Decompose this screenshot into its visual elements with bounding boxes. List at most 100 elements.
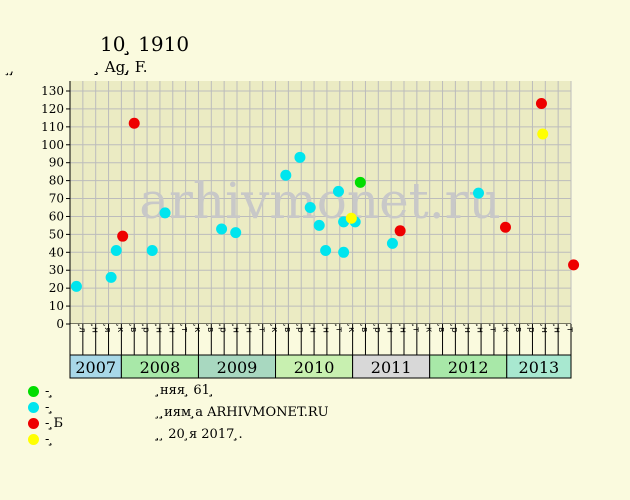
month-label: ̧̧т bbox=[179, 323, 189, 332]
data-point-red bbox=[128, 117, 140, 129]
year-label: 2013 bbox=[519, 358, 560, 377]
data-point-cyan bbox=[338, 246, 350, 258]
month-label: ̧̧н bbox=[462, 323, 472, 333]
month-label: ̧̧к bbox=[115, 323, 125, 333]
month-label: ̧̧в bbox=[513, 323, 523, 332]
month-label: ̧̧р bbox=[526, 323, 536, 333]
data-point-yellow bbox=[537, 128, 549, 140]
month-label: ̧̧р bbox=[218, 323, 228, 333]
month-label: ̧̧в bbox=[359, 323, 369, 332]
y-tick-label: 70 bbox=[49, 192, 64, 206]
legend-swatch-yellow bbox=[28, 433, 39, 445]
info-date: ̧̧̧ ̧ 20 ̧я 2017 ̧̧. bbox=[160, 427, 243, 442]
legend-label: - ̧̧̧̧̧Б bbox=[45, 415, 64, 431]
month-row bbox=[70, 324, 571, 355]
chart-subtitle: ̧̧̧ Ag,̧̧̧ F. bbox=[100, 58, 148, 76]
month-label: ̧̧к bbox=[423, 323, 433, 333]
month-label: ̧̧т bbox=[256, 323, 266, 332]
y-tick-label: 80 bbox=[49, 174, 64, 188]
month-label: ̧̧т bbox=[565, 323, 575, 332]
data-point-red bbox=[568, 259, 580, 271]
y-tick-label: 30 bbox=[49, 263, 64, 277]
month-label: ̧̧в bbox=[282, 323, 292, 332]
legend-label: - ̧̧̧ bbox=[45, 399, 54, 415]
month-label: ̧̧н bbox=[308, 323, 318, 333]
data-point-cyan bbox=[386, 237, 398, 249]
info-source: ̧ ̧̧̧̧иям ̧̧а ARHIVMONET.RU bbox=[160, 405, 329, 420]
y-tick-label: 130 bbox=[41, 84, 64, 98]
y-tick-label: 0 bbox=[56, 317, 64, 331]
month-label: ̧̧л bbox=[76, 323, 86, 333]
data-point-green bbox=[354, 176, 366, 188]
y-tick-label: 100 bbox=[41, 138, 64, 152]
year-label: 2009 bbox=[217, 358, 258, 377]
data-point-cyan bbox=[159, 207, 171, 219]
month-label: ̧̧н bbox=[552, 323, 562, 333]
month-label: ̧̧н bbox=[243, 323, 253, 333]
legend-item-green: - ̧̧̧ bbox=[28, 383, 54, 399]
data-point-red bbox=[499, 221, 511, 233]
data-point-cyan bbox=[110, 245, 122, 257]
month-label: ̧̧р bbox=[449, 323, 459, 333]
month-label: ̧̧т bbox=[488, 323, 498, 332]
data-point-cyan bbox=[332, 185, 344, 197]
year-label: 2008 bbox=[140, 358, 181, 377]
data-point-red bbox=[394, 225, 406, 237]
data-point-cyan bbox=[280, 169, 292, 181]
month-label: ̧̧р bbox=[372, 323, 382, 333]
y-tick-label: 10 bbox=[49, 299, 64, 313]
year-band bbox=[506, 354, 572, 379]
data-point-red bbox=[535, 98, 547, 110]
legend-swatch-green bbox=[28, 385, 39, 397]
y-axis-unit: ̧̧,̧̧ bbox=[10, 62, 14, 76]
month-label: ̧̧в bbox=[436, 323, 446, 332]
year-label: 2007 bbox=[75, 358, 116, 377]
plot-area bbox=[70, 81, 571, 324]
month-label: ̧̧н bbox=[475, 323, 485, 333]
month-label: ̧̧н bbox=[385, 323, 395, 333]
legend-label: - ̧̧̧ bbox=[45, 383, 54, 399]
y-tick-label: 40 bbox=[49, 245, 64, 259]
chart-title: 10 ̧̧̧ 1910 bbox=[100, 32, 190, 56]
y-tick-label: 50 bbox=[49, 227, 64, 241]
month-label: ̧̧н bbox=[539, 323, 549, 333]
month-label: ̧̧в bbox=[128, 323, 138, 332]
month-label: ̧̧р bbox=[295, 323, 305, 333]
month-label: ̧̧к bbox=[192, 323, 202, 333]
data-point-cyan bbox=[216, 223, 228, 235]
data-point-cyan bbox=[105, 271, 117, 283]
y-tick-label: 110 bbox=[41, 120, 64, 134]
month-label: ̧̧в bbox=[205, 323, 215, 332]
y-tick-label: 60 bbox=[49, 209, 64, 223]
month-label: ̧̧н bbox=[231, 323, 241, 333]
legend-item-yellow: - ̧̧ bbox=[28, 431, 54, 447]
legend-item-cyan: - ̧̧̧ bbox=[28, 399, 54, 415]
data-point-cyan bbox=[304, 202, 316, 213]
month-label: ̧̧н bbox=[154, 323, 164, 333]
month-label: ̧̧к bbox=[500, 323, 510, 333]
month-label: ̧̧к bbox=[269, 323, 279, 333]
month-label: ̧̧н bbox=[398, 323, 408, 333]
info-average-price: ̧̧няя ̧̧ 61 ̧̧ bbox=[160, 383, 215, 398]
data-point-cyan bbox=[230, 227, 242, 239]
data-point-cyan bbox=[294, 151, 306, 163]
month-label: ̧̧н bbox=[166, 323, 176, 333]
month-label: ̧̧р bbox=[141, 323, 151, 333]
year-label: 2011 bbox=[371, 358, 412, 377]
data-point-cyan bbox=[473, 187, 485, 199]
month-label: ̧̧н bbox=[89, 323, 99, 333]
legend-swatch-red bbox=[28, 417, 39, 429]
year-label: 2010 bbox=[294, 358, 335, 377]
year-label: 2012 bbox=[448, 358, 489, 377]
month-label: ̧̧н bbox=[321, 323, 331, 333]
month-label: ̧̧к bbox=[346, 323, 356, 333]
legend-item-red: - ̧̧̧̧̧Б bbox=[28, 415, 63, 431]
y-tick-label: 90 bbox=[49, 156, 64, 170]
month-label: ̧̧т bbox=[333, 323, 343, 332]
data-point-cyan bbox=[320, 245, 332, 257]
legend-swatch-cyan bbox=[28, 401, 39, 413]
data-point-cyan bbox=[313, 219, 325, 231]
data-point-red bbox=[117, 230, 129, 242]
